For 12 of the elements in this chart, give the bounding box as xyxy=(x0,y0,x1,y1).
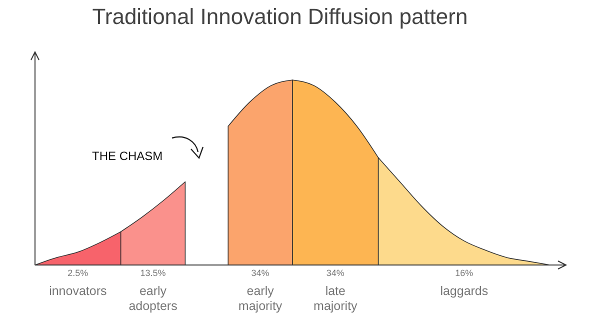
series-label: early adopters xyxy=(128,284,178,313)
text: 13.5% xyxy=(140,268,166,278)
text: 2.5% xyxy=(68,268,88,278)
series-label: late majority xyxy=(314,284,358,313)
series-label: innovators xyxy=(49,284,107,298)
annotation: THE CHASM xyxy=(92,149,163,163)
series-label: early majority xyxy=(238,284,283,313)
text: 34% xyxy=(251,268,270,278)
text: 16% xyxy=(455,268,474,278)
chart-title: Traditional Innovation Diffusion pattern xyxy=(92,4,468,29)
series-label: laggards xyxy=(440,284,488,298)
text: 34% xyxy=(326,268,344,278)
